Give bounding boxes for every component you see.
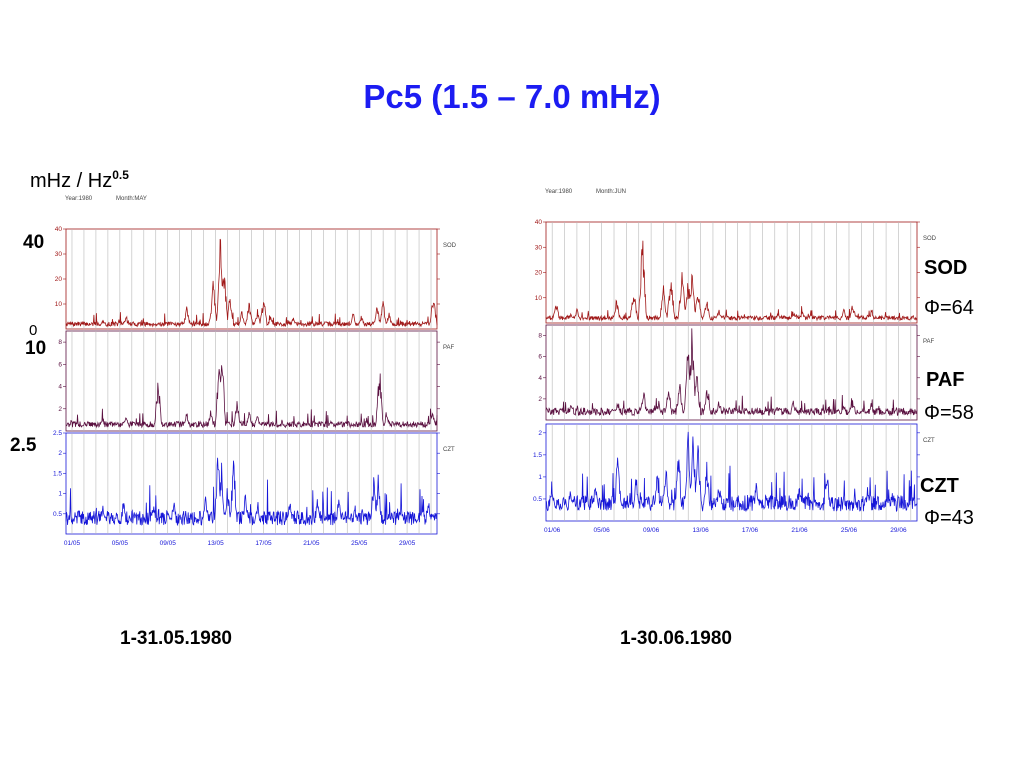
x-tick-label: 21/05 (303, 540, 320, 547)
station-name-sod: SOD (924, 257, 968, 279)
station-phi-czt: Φ=43 (924, 507, 974, 529)
series-line-sod (545, 240, 918, 322)
x-tick-label: 05/05 (112, 540, 129, 547)
y-tick-label: 1 (538, 474, 542, 481)
x-tick-label: 13/06 (692, 527, 709, 534)
y-tick-label: 1.5 (533, 452, 542, 459)
y-tick-label: 8 (58, 339, 62, 346)
y-tick-label: 4 (58, 384, 62, 391)
scale-label-2-5: 2.5 (10, 435, 37, 456)
x-tick-label: 17/06 (742, 527, 759, 534)
y-tick-label: 6 (538, 354, 542, 361)
series-line-czt (545, 431, 918, 513)
panel-station-label: CZT (923, 438, 935, 444)
y-tick-label: 2 (58, 450, 62, 457)
station-name-paf: PAF (926, 369, 965, 391)
series-line-paf (545, 328, 918, 417)
panel-station-label: PAF (443, 345, 455, 351)
x-tick-label: 29/05 (399, 540, 416, 547)
y-tick-label: 40 (55, 226, 63, 233)
unit-label: mHz / Hz0.5 (30, 168, 129, 193)
chart-may: Year:1980 Month:MAY 10 20 30 40 SOD 2 4 6 8 PAF 0.5 1… (53, 196, 457, 547)
station-phi-sod: Φ=64 (924, 297, 974, 319)
x-tick-label: 01/05 (64, 540, 81, 547)
panel-sod: 10 20 30 40 SOD (535, 219, 937, 324)
panel-station-label: CZT (443, 447, 455, 453)
y-tick-label: 8 (538, 333, 542, 340)
x-tick-label: 05/06 (594, 527, 611, 534)
y-tick-label: 10 (55, 301, 63, 308)
panel-czt: 0.5 1 1.5 2 CZT (533, 423, 935, 522)
panel-paf: 2 4 6 8 PAF (58, 330, 455, 432)
page-title: Pc5 (1.5 – 7.0 mHz) (363, 78, 661, 115)
panel-czt: 0.5 1 1.5 2 2.5 CZT (53, 430, 455, 535)
y-tick-label: 20 (535, 270, 543, 277)
chart-header-year: Year:1980 (545, 189, 573, 195)
panel-station-label: PAF (923, 339, 935, 345)
panel-paf: 2 4 6 8 PAF (538, 324, 935, 421)
chart-june: Year:1980 Month:JUN 10 20 30 40 SOD 2 4 6 8 PAF 0.5 1… (533, 189, 937, 534)
y-tick-label: 4 (538, 375, 542, 382)
y-tick-label: 2 (538, 430, 542, 437)
scale-label-40: 40 (23, 232, 45, 253)
y-tick-label: 6 (58, 361, 62, 368)
y-tick-label: 30 (535, 244, 543, 251)
unit-base: mHz / Hz (30, 170, 113, 192)
panel-frame (545, 324, 918, 421)
y-tick-label: 0.5 (533, 496, 542, 503)
panel-sod: 10 20 30 40 SOD (55, 226, 457, 330)
panel-station-label: SOD (443, 243, 457, 249)
x-tick-label: 09/05 (160, 540, 177, 547)
y-tick-label: 2 (58, 406, 62, 413)
x-tick-label: 29/06 (890, 527, 907, 534)
x-tick-label: 09/06 (643, 527, 660, 534)
series-line-paf (65, 365, 438, 429)
x-tick-label: 13/05 (207, 540, 224, 547)
chart-header-month: Month:JUN (596, 189, 626, 195)
x-tick-label: 25/06 (841, 527, 858, 534)
date-label-june: 1-30.06.1980 (620, 628, 732, 649)
x-tick-label: 25/05 (351, 540, 368, 547)
y-tick-label: 1.5 (53, 470, 62, 477)
y-tick-label: 30 (55, 251, 63, 258)
series-line-sod (65, 238, 438, 328)
y-tick-label: 2.5 (53, 430, 62, 437)
chart-header-month: Month:MAY (116, 196, 147, 202)
station-phi-paf: Φ=58 (924, 402, 974, 424)
scale-label-0: 0 (29, 322, 38, 339)
y-tick-label: 1 (58, 491, 62, 498)
series-line-czt (65, 457, 438, 527)
panel-frame (545, 221, 918, 324)
date-label-may: 1-31.05.1980 (120, 628, 232, 649)
x-tick-label: 21/06 (791, 527, 808, 534)
station-name-czt: CZT (920, 475, 959, 497)
chart-header-year: Year:1980 (65, 196, 93, 202)
panel-station-label: SOD (923, 236, 937, 242)
y-tick-label: 40 (535, 219, 543, 226)
scale-label-10: 10 (25, 338, 47, 359)
y-tick-label: 0.5 (53, 511, 62, 518)
x-tick-label: 01/06 (544, 527, 561, 534)
y-tick-label: 2 (538, 396, 542, 403)
x-tick-label: 17/05 (255, 540, 272, 547)
unit-exponent: 0.5 (112, 168, 129, 182)
y-tick-label: 20 (55, 276, 63, 283)
y-tick-label: 10 (535, 295, 543, 302)
